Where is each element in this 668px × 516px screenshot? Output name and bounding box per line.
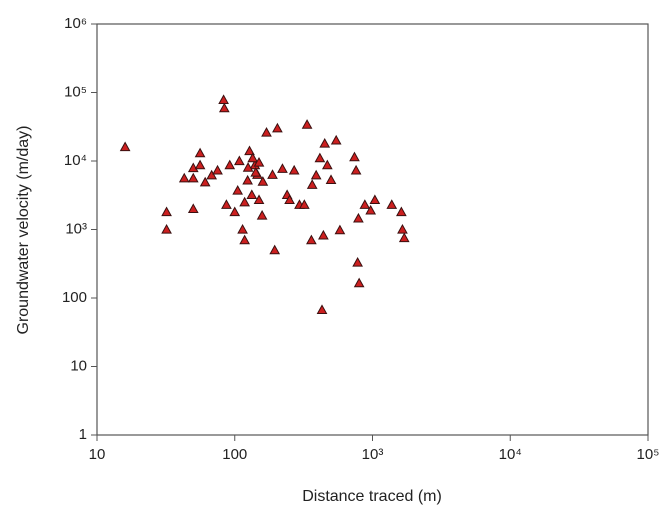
data-point bbox=[365, 204, 377, 215]
data-point bbox=[229, 206, 241, 217]
data-point bbox=[253, 194, 265, 205]
data-point bbox=[310, 169, 322, 180]
data-point bbox=[398, 232, 410, 243]
data-point bbox=[194, 159, 206, 170]
x-tick-label: 100 bbox=[222, 446, 247, 463]
data-point bbox=[232, 185, 244, 195]
data-point bbox=[161, 206, 172, 217]
data-point bbox=[206, 169, 218, 180]
data-point bbox=[178, 172, 190, 183]
data-point bbox=[316, 304, 328, 315]
data-point bbox=[321, 159, 333, 170]
data-point bbox=[353, 212, 364, 223]
y-tick-label: 10⁵ bbox=[64, 83, 87, 100]
y-tick-label: 10⁶ bbox=[64, 15, 87, 32]
data-point bbox=[288, 164, 300, 175]
data-point bbox=[272, 122, 283, 133]
data-point bbox=[224, 159, 236, 170]
data-point bbox=[212, 164, 223, 175]
data-point bbox=[397, 223, 408, 234]
data-point bbox=[239, 196, 251, 207]
x-tick-label: 10 bbox=[89, 446, 106, 463]
data-point bbox=[330, 134, 342, 145]
data-point bbox=[334, 224, 346, 235]
y-tick-label: 10³ bbox=[65, 220, 87, 237]
x-tick-label: 10⁵ bbox=[637, 446, 660, 463]
data-point bbox=[359, 199, 371, 209]
data-point bbox=[187, 203, 199, 213]
y-tick-label: 1 bbox=[79, 426, 87, 443]
data-point bbox=[237, 223, 248, 234]
data-point bbox=[319, 137, 331, 148]
data-point bbox=[187, 162, 199, 173]
data-point bbox=[218, 102, 230, 113]
data-point bbox=[301, 119, 313, 129]
data-point bbox=[242, 162, 254, 172]
data-point bbox=[306, 179, 318, 189]
data-point bbox=[221, 199, 232, 209]
data-point bbox=[352, 256, 363, 267]
x-tick-label: 10³ bbox=[362, 446, 384, 463]
data-point bbox=[247, 152, 259, 163]
data-point bbox=[250, 166, 262, 177]
y-tick-label: 10 bbox=[70, 357, 87, 374]
data-point bbox=[306, 234, 317, 245]
y-tick-label: 10⁴ bbox=[64, 152, 87, 169]
data-point bbox=[350, 164, 362, 175]
data-point bbox=[119, 141, 131, 152]
data-point bbox=[246, 189, 258, 199]
data-point bbox=[314, 152, 326, 163]
data-point bbox=[269, 244, 281, 255]
data-point bbox=[261, 127, 272, 137]
data-point bbox=[253, 156, 265, 167]
data-point bbox=[161, 223, 172, 234]
data-point bbox=[194, 147, 206, 158]
y-axis-label: Groundwater velocity (m/day) bbox=[15, 126, 32, 335]
x-tick-label: 10⁴ bbox=[499, 446, 522, 463]
x-axis-label: Distance traced (m) bbox=[302, 488, 442, 505]
data-point bbox=[234, 155, 245, 166]
data-point bbox=[187, 172, 199, 183]
data-point bbox=[298, 199, 310, 209]
data-point bbox=[386, 199, 398, 209]
data-point bbox=[239, 234, 251, 245]
data-point bbox=[199, 176, 211, 187]
y-tick-label: 100 bbox=[62, 289, 87, 306]
data-point bbox=[353, 277, 365, 288]
data-point bbox=[318, 229, 329, 240]
data-point bbox=[325, 174, 337, 184]
data-point bbox=[242, 174, 253, 185]
data-point bbox=[257, 176, 269, 186]
data-point bbox=[349, 151, 360, 162]
data-point bbox=[277, 163, 288, 173]
data-point bbox=[284, 194, 295, 205]
data-point bbox=[256, 209, 268, 220]
data-point bbox=[218, 94, 229, 104]
data-point bbox=[369, 194, 381, 205]
data-point bbox=[396, 206, 407, 217]
data-point bbox=[267, 169, 278, 179]
plot-frame bbox=[96, 23, 649, 436]
data-point bbox=[244, 145, 255, 156]
